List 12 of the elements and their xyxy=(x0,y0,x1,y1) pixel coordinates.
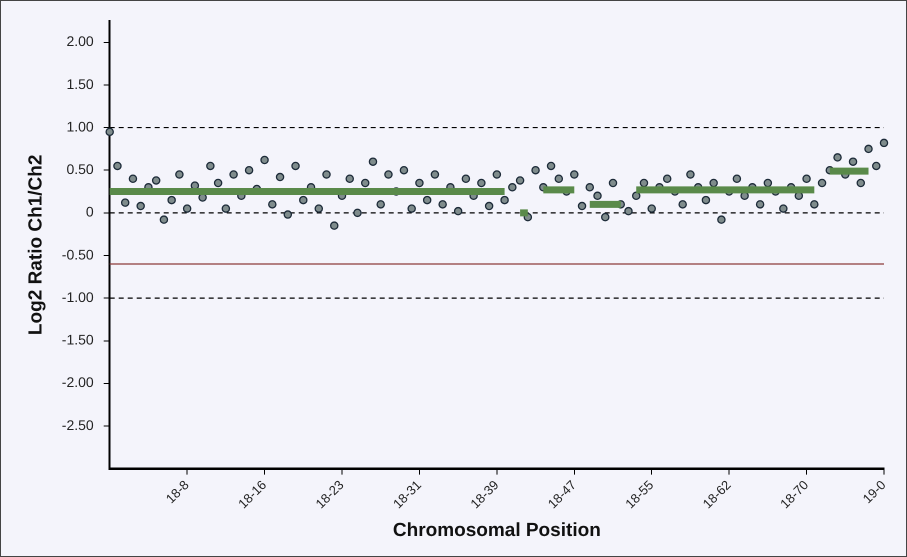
y-tick-label: -2.00 xyxy=(62,374,94,390)
y-axis-title: Log2 Ratio Ch1/Ch2 xyxy=(26,154,47,336)
y-tick-label: -2.50 xyxy=(62,416,94,433)
y-tick-label: -0.50 xyxy=(62,246,94,262)
y-tick-label: 0.50 xyxy=(66,161,94,178)
y-tick-label: 1.50 xyxy=(66,76,94,92)
y-tick-label: 0 xyxy=(86,204,94,220)
x-axis-title: Chromosomal Position xyxy=(392,520,601,541)
y-tick-label: -1.00 xyxy=(62,288,94,305)
y-tick-label: -1.50 xyxy=(62,332,94,348)
y-tick-label: 1.00 xyxy=(66,118,94,134)
y-tick-label: 2.00 xyxy=(66,33,94,50)
